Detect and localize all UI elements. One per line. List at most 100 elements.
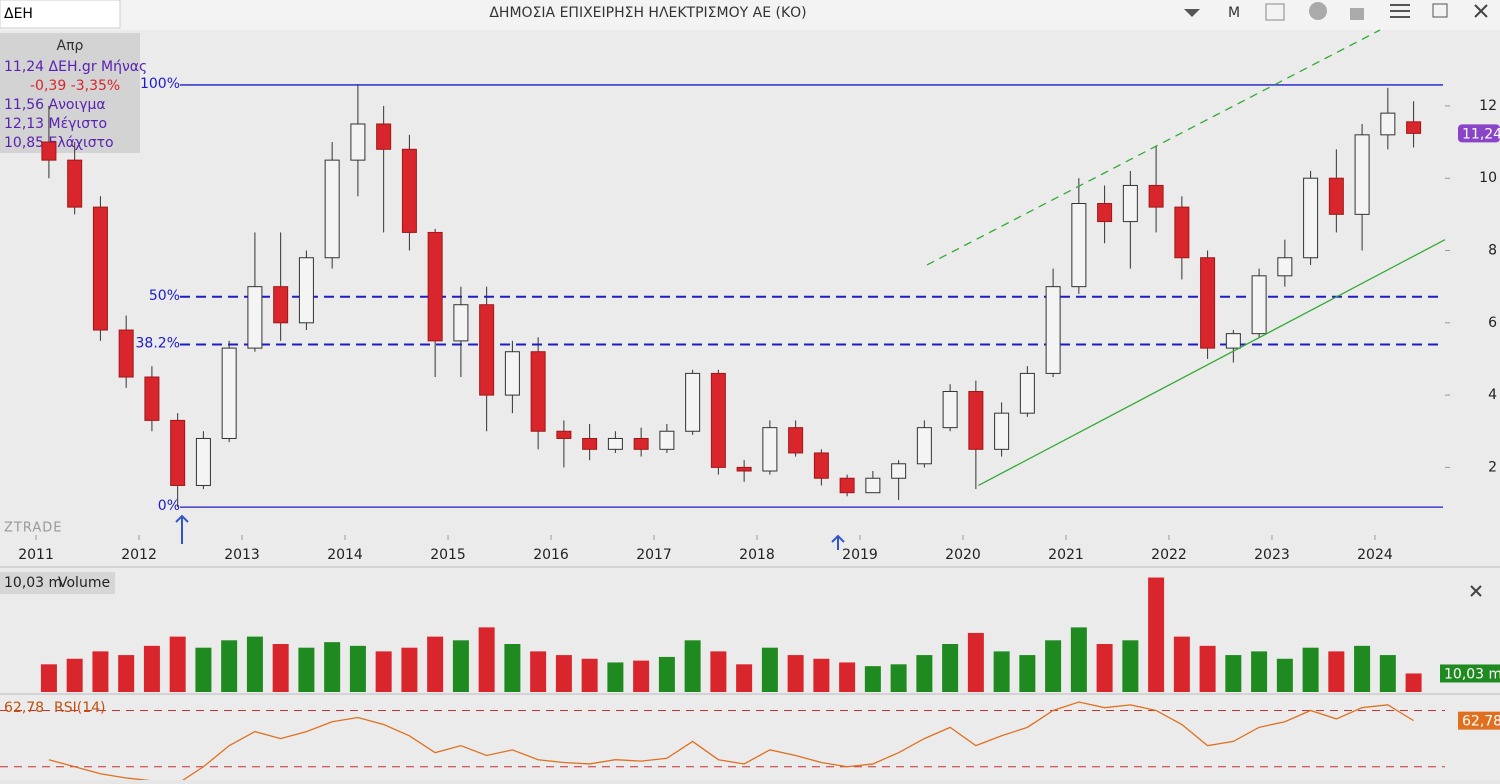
candle-body	[1097, 203, 1113, 223]
candle-body	[453, 304, 469, 342]
volume-bar	[92, 651, 109, 692]
rsi-line	[48, 701, 1414, 784]
fib-label: 100%	[140, 76, 180, 92]
candle-body	[839, 477, 855, 494]
candle-body	[916, 427, 932, 465]
info-last: 11,24 ΔΕΗ.gr Μήνας	[4, 59, 147, 75]
rsi-current: 62,78	[4, 700, 44, 716]
candle-body	[1354, 134, 1370, 215]
x-tick-label: 2013	[224, 547, 260, 563]
info-period: Απρ	[57, 38, 84, 54]
candle-body	[118, 329, 134, 378]
volume-bar	[1354, 645, 1371, 692]
candle-body	[968, 390, 984, 450]
candle-body	[685, 372, 701, 432]
volume-bar	[401, 647, 418, 692]
dropdown[interactable]	[1184, 9, 1200, 17]
candle-body	[736, 466, 752, 472]
volume-bar	[272, 644, 289, 692]
volume-bar	[942, 644, 959, 692]
volume-bar	[993, 651, 1010, 692]
x-tick-label: 2019	[842, 547, 878, 563]
candle-body	[1019, 372, 1035, 414]
candle-body	[1380, 112, 1396, 136]
candle-body	[195, 437, 211, 486]
volume-bar	[1173, 636, 1190, 692]
trend-line	[978, 239, 1446, 487]
icon-lock[interactable]	[1350, 8, 1364, 20]
candle-body	[942, 390, 958, 429]
icon-restore[interactable]	[1432, 3, 1448, 18]
candle-body	[1148, 184, 1164, 208]
close-panel[interactable]	[1470, 585, 1482, 597]
candle-body	[376, 123, 392, 150]
icon-window[interactable]	[1265, 3, 1285, 21]
volume-bar	[143, 645, 160, 692]
x-tick-label: 2015	[430, 547, 466, 563]
volume-bar	[349, 645, 366, 692]
x-tick-label: 2022	[1151, 547, 1187, 563]
x-tick-label: 2024	[1357, 547, 1393, 563]
candle-body	[1251, 275, 1267, 335]
price-tag-label: 11,24	[1462, 126, 1500, 142]
window-title: ΔΗΜΟΣΙΑ ΕΠΙΧΕΙΡΗΣΗ ΗΛΕΚΤΡΙΣΜΟΥ ΑΕ (ΚΟ)	[489, 5, 806, 21]
volume-tag	[1440, 664, 1500, 683]
candle-body	[1328, 177, 1344, 215]
volume-bar	[1225, 655, 1242, 692]
x-tick-label: 2020	[945, 547, 981, 563]
candle-body	[659, 430, 675, 450]
y-tick-label: 8	[1488, 243, 1497, 259]
volume-bar	[169, 636, 186, 692]
icon-menu[interactable]	[1390, 4, 1410, 18]
candle-body	[788, 427, 804, 454]
volume-bar	[864, 666, 881, 692]
fib-label: 50%	[149, 288, 180, 304]
candle-body	[813, 452, 829, 479]
candle-body	[607, 437, 623, 450]
volume-tag-label: 10,03 m	[1444, 666, 1500, 682]
volume-current: 10,03 m	[4, 575, 62, 591]
volume-bar	[787, 655, 804, 692]
panel-title-bg	[0, 572, 115, 594]
candle-body	[994, 412, 1010, 450]
x-tick-label: 2017	[636, 547, 672, 563]
volume-bar	[478, 627, 495, 692]
arrow-marker	[831, 534, 845, 550]
period-button[interactable]: M	[1228, 5, 1240, 21]
candle-body	[144, 376, 160, 421]
icon-close[interactable]	[1474, 4, 1488, 18]
volume-bar	[1045, 640, 1062, 692]
candle-body	[865, 477, 881, 494]
y-tick-label: 12	[1479, 98, 1497, 114]
candle-body	[479, 304, 495, 396]
candle-body	[710, 372, 726, 468]
candle-body	[324, 159, 340, 259]
info-panel	[0, 33, 140, 153]
volume-bar	[1096, 644, 1113, 692]
candle-body	[427, 231, 443, 342]
volume-bar	[967, 632, 984, 692]
candle-body	[1174, 206, 1190, 259]
volume-bar	[1019, 655, 1036, 692]
candle-body	[1071, 203, 1087, 288]
volume-bar	[40, 664, 57, 692]
candle-body	[1200, 257, 1216, 349]
icon-chat[interactable]	[1309, 2, 1327, 20]
rsi-tag-label: 62,78	[1462, 714, 1500, 730]
info-low: 10,85 Ελάχιστο	[4, 135, 114, 151]
volume-bar	[427, 636, 444, 692]
x-tick-label: 2018	[739, 547, 775, 563]
symbol-box[interactable]	[0, 0, 121, 29]
candle-body	[891, 463, 907, 479]
candle-body	[633, 437, 649, 450]
volume-bar	[658, 656, 675, 692]
fib-label: 38.2%	[136, 335, 180, 351]
x-tick-label: 2014	[327, 547, 363, 563]
volume-bar	[555, 655, 572, 692]
candle-body	[582, 437, 598, 450]
volume-bar	[118, 655, 135, 692]
volume-bar	[1199, 645, 1216, 692]
symbol[interactable]: ΔΕΗ	[4, 6, 33, 22]
fib-label: 0%	[158, 498, 180, 514]
